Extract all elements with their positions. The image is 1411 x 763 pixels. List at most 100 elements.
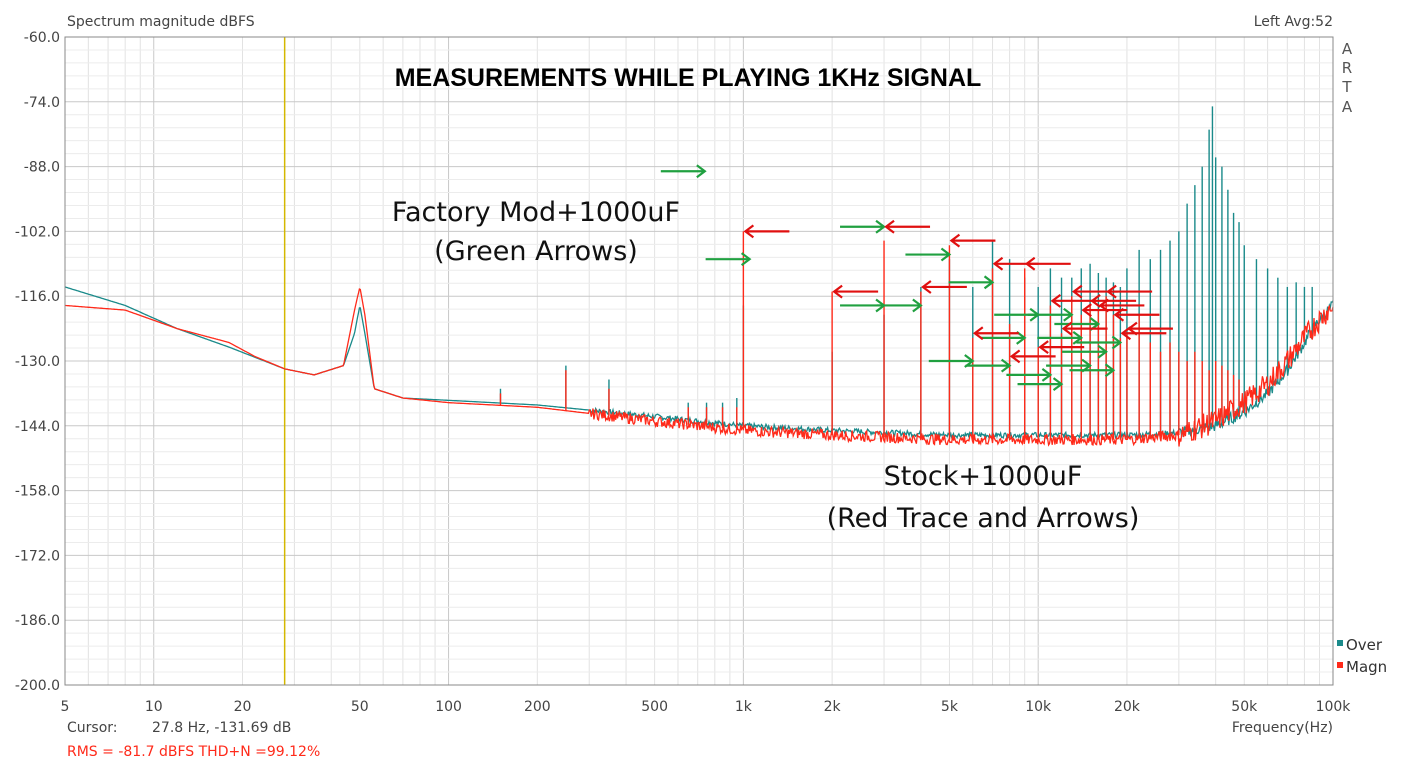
red-arrow	[1024, 256, 1071, 271]
arrow-head	[1009, 349, 1021, 364]
arrow-head	[1024, 256, 1036, 271]
arrow-head	[1120, 326, 1132, 341]
legend-label-magn: Magn	[1346, 658, 1387, 676]
arrow-head	[1061, 321, 1073, 336]
y-tick-labels: -60.0 -74.0 -88.0 -102.0 -116.0 -130.0 -144.0 -…	[15, 30, 60, 694]
x-tick-label: 50	[351, 699, 369, 715]
green-arrow	[905, 247, 952, 262]
green-arrow	[965, 358, 1012, 373]
arrow-head	[875, 219, 886, 234]
x-tick-label: 2k	[824, 699, 842, 715]
arrow-head	[832, 284, 843, 299]
red-arrow	[1113, 307, 1160, 322]
red-arrow	[743, 224, 790, 239]
chart-title: MEASUREMENTS WHILE PLAYING 1KHz SIGNAL	[395, 64, 982, 92]
arrow-head	[1081, 303, 1092, 317]
x-tick-label: 200	[524, 699, 551, 715]
x-tick-label: 100k	[1316, 699, 1352, 715]
y-tick-label: -158.0	[15, 484, 60, 500]
arrow-head	[992, 256, 1004, 271]
arrow-head	[1098, 298, 1110, 313]
arrow-head	[921, 280, 932, 294]
x-tick-label: 5k	[941, 699, 959, 715]
stock-label: Stock+1000uF	[884, 461, 1083, 492]
arrow-head	[949, 233, 961, 248]
red-arrow	[1098, 298, 1145, 313]
y-tick-label: -144.0	[15, 419, 60, 435]
green-arrow	[1006, 368, 1053, 382]
arrow-head	[1111, 335, 1123, 350]
red-arrow	[1009, 349, 1056, 364]
red-arrow	[972, 326, 1019, 341]
arrow-head	[743, 224, 755, 239]
red-arrow	[949, 233, 996, 248]
x-tick-label: 500	[641, 699, 668, 715]
arrow-head	[1127, 321, 1138, 336]
x-tick-label: 1k	[735, 699, 753, 715]
arrow-head	[696, 164, 707, 179]
y-tick-label: -116.0	[15, 289, 60, 305]
arrow-head	[972, 326, 984, 341]
plot-frame	[64, 36, 1334, 686]
x-tick-label: 10k	[1025, 699, 1052, 715]
arrow-head	[884, 219, 895, 234]
brand-letter: T	[1341, 78, 1352, 96]
green-arrow	[1076, 335, 1123, 350]
y-tick-label: -200.0	[15, 678, 60, 694]
legend-swatch-over	[1337, 640, 1343, 646]
arrow-head	[983, 275, 995, 290]
y-tick-label: -88.0	[24, 160, 60, 176]
green-arrow	[660, 164, 707, 179]
arrow-head	[1113, 307, 1125, 322]
green-arrow	[1037, 330, 1084, 345]
x-tick-label: 10	[145, 699, 163, 715]
x-axis-label: Frequency(Hz)	[1232, 720, 1333, 736]
header-label: Spectrum magnitude dBFS	[67, 14, 255, 30]
arrow-head	[1090, 293, 1101, 308]
green-arrow	[1017, 377, 1064, 392]
series-magn-line	[65, 288, 1334, 447]
y-tick-label: -102.0	[15, 224, 60, 240]
y-tick-label: -172.0	[15, 548, 60, 564]
channel-average-label: Left Avg:52	[1254, 14, 1333, 30]
x-tick-label: 50k	[1231, 699, 1258, 715]
arrow-head	[740, 252, 752, 267]
red-arrows	[743, 219, 1173, 364]
red-arrow	[1038, 340, 1085, 354]
legend: Over Magn	[1337, 636, 1387, 676]
green-arrow	[1069, 363, 1116, 378]
series-magn	[65, 231, 1334, 447]
red-arrow	[1050, 293, 1097, 308]
green-arrow	[705, 252, 752, 267]
arrow-head	[1104, 363, 1116, 378]
brand-letter: A	[1342, 98, 1353, 116]
arrow-head	[1063, 307, 1074, 322]
grid	[64, 36, 1334, 686]
arrow-head	[1072, 330, 1084, 345]
brand-letter: R	[1342, 59, 1352, 77]
x-tick-label: 100	[435, 699, 462, 715]
y-tick-label: -60.0	[24, 30, 60, 46]
arrow-head	[1050, 293, 1062, 308]
legend-swatch-magn	[1337, 662, 1343, 668]
factory-mod-sublabel: (Green Arrows)	[434, 236, 638, 267]
green-arrows	[660, 164, 1123, 392]
arrow-head	[1106, 284, 1117, 299]
red-arrow	[921, 280, 967, 294]
x-tick-labels: 5 10 20 50 100 200 500 1k 2k 5k 10k 20k 50k 100k	[61, 699, 1352, 715]
x-tick-label: 20k	[1114, 699, 1141, 715]
arrow-head	[1071, 284, 1083, 299]
red-arrow	[1090, 293, 1137, 308]
arrow-head	[1041, 368, 1053, 382]
green-arrow	[1062, 344, 1108, 359]
arrow-head	[1038, 340, 1049, 354]
arrow-head	[1052, 377, 1064, 392]
x-tick-label: 5	[61, 699, 70, 715]
y-tick-label: -74.0	[24, 95, 60, 111]
brand-letter: A	[1342, 40, 1353, 58]
red-arrow	[1120, 326, 1167, 341]
green-arrow	[948, 275, 995, 290]
arrow-head	[1000, 358, 1012, 373]
